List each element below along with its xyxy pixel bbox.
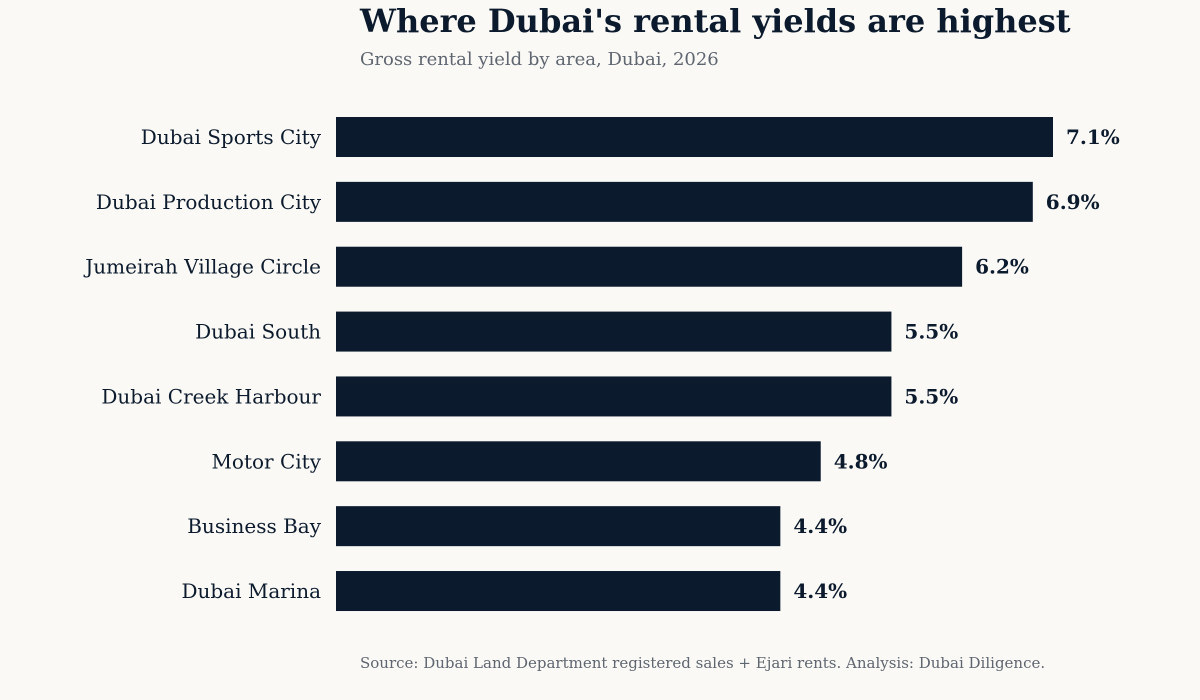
category-label: Business Bay (187, 514, 321, 538)
value-label: 6.2% (975, 255, 1029, 279)
value-label: 4.4% (793, 514, 847, 538)
value-label: 5.5% (904, 384, 958, 408)
value-label: 7.1% (1066, 125, 1120, 149)
value-label: 4.4% (793, 579, 847, 603)
value-label: 5.5% (904, 320, 958, 344)
category-label: Dubai Marina (181, 579, 321, 603)
bar-dubai-south (336, 311, 892, 352)
chart-subtitle: Gross rental yield by area, Dubai, 2026 (360, 49, 719, 70)
bar-jumeirah-village-circle (336, 246, 963, 287)
bar-group (336, 117, 1053, 612)
bar-dubai-creek-harbour (336, 376, 892, 417)
value-label: 4.8% (834, 449, 888, 473)
category-label: Dubai Production City (96, 190, 322, 214)
bar-dubai-sports-city (336, 117, 1053, 157)
category-label: Motor City (211, 449, 321, 473)
value-label: 6.9% (1046, 190, 1100, 214)
category-label: Dubai South (195, 320, 321, 344)
category-label: Dubai Sports City (141, 125, 322, 149)
bar-business-bay (336, 506, 781, 547)
bar-motor-city (336, 441, 821, 482)
chart-title: Where Dubai's rental yields are highest (360, 2, 1071, 40)
category-label: Jumeirah Village Circle (83, 255, 321, 279)
bar-dubai-production-city (336, 181, 1033, 222)
value-labels: 7.1% 6.9% 6.2% 5.5% 5.5% 4.8% 4.4% 4.4% (793, 125, 1119, 603)
category-label: Dubai Creek Harbour (101, 384, 321, 408)
bar-dubai-marina (336, 571, 781, 612)
category-labels: Dubai Sports City Dubai Production City Ju… (83, 125, 321, 603)
source-note: Source: Dubai Land Department registered… (360, 654, 1046, 672)
